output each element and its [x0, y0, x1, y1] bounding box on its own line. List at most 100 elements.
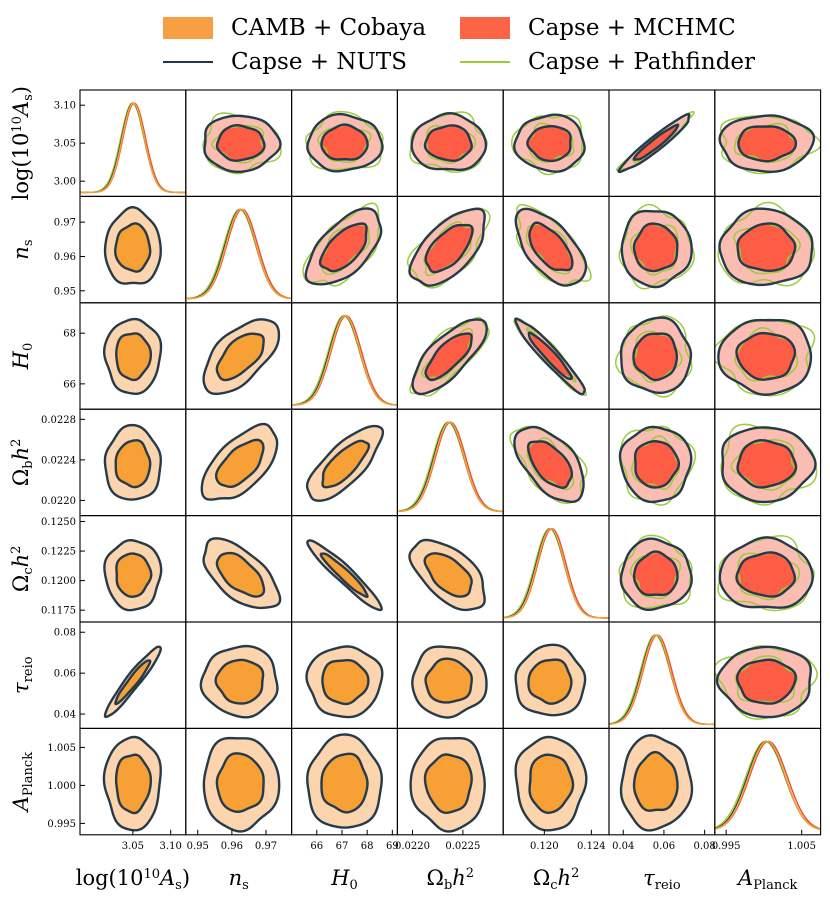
panel-ombh2-aplanck [409, 736, 486, 833]
panel-ombh2-ombh2 [397, 421, 504, 513]
y-tick-label: 0.0224 [41, 455, 76, 466]
panel-omch2-ombh2 [509, 425, 588, 504]
legend-label-capse-mchmc: Capse + MCHMC [528, 15, 736, 41]
contour-nuts-95 [200, 422, 279, 501]
contour-nuts-68 [115, 332, 153, 382]
y-tick-label: 0.04 [54, 710, 76, 721]
marginal-pathfinder-tau [609, 634, 715, 726]
y-tick-label: 66 [63, 379, 76, 390]
panel-frame [79, 89, 187, 197]
x-tick-label: 0.04 [612, 841, 634, 852]
contour-cobaya-68 [634, 752, 678, 811]
panel-aplanck-loga [718, 114, 821, 175]
contour-nuts-68 [528, 221, 574, 272]
panel-loga-ombh2 [103, 423, 162, 501]
contour-nuts-68 [424, 332, 473, 382]
contour-pathfinder-95 [509, 425, 588, 504]
panel-h0-aplanck [306, 733, 383, 829]
panel-loga-aplanck [102, 735, 162, 832]
contour-nuts-95 [618, 425, 693, 504]
contour-cobaya-68 [321, 753, 368, 813]
contour-nuts-95 [103, 423, 162, 501]
x-axis-label-ns: ns [229, 866, 249, 893]
contour-nuts-68 [214, 658, 265, 705]
x-tick-label: 1.005 [787, 841, 816, 852]
y-axis-label-h0: H0 [9, 343, 36, 371]
legend-label-camb-cobaya: CAMB + Cobaya [231, 15, 427, 41]
contour-mchmc-68 [320, 223, 367, 272]
panel-omch2-h0 [513, 317, 587, 397]
panel-h0-loga [304, 110, 384, 173]
marginal-nuts-omch2 [503, 527, 609, 619]
contour-cobaya-68 [528, 659, 572, 704]
contour-nuts-68 [214, 438, 265, 488]
panel-aplanck-omch2 [717, 535, 815, 612]
contour-nuts-95 [619, 537, 693, 612]
legend: CAMB + Cobaya Capse + MCHMC Capse + NUTS… [0, 0, 830, 80]
x-axis-label-loga: log(1010As) [76, 866, 190, 893]
contour-mchmc-68 [528, 332, 572, 379]
x-tick-label: 0.96 [221, 841, 243, 852]
contour-nuts-68 [320, 752, 369, 814]
contour-nuts-95 [514, 643, 587, 717]
contour-nuts-68 [735, 658, 797, 705]
contour-nuts-68 [736, 222, 797, 273]
panel-omch2-omch2 [503, 527, 610, 619]
panel-tau-aplanck [619, 734, 694, 832]
contour-nuts-68 [526, 125, 572, 163]
marginal-mchmc-omch2 [503, 527, 610, 619]
contour-nuts-95 [620, 209, 693, 289]
panel-loga-omch2 [103, 538, 163, 612]
x-tick-label: 66 [310, 841, 323, 852]
contour-nuts-68 [115, 552, 153, 598]
contour-cobaya-68 [116, 333, 151, 380]
y-tick-label: 0.96 [54, 252, 76, 263]
x-tick-label: 0.06 [653, 841, 675, 852]
y-tick-label: 3.05 [54, 139, 76, 150]
contour-nuts-95 [409, 736, 486, 833]
contour-pathfinder-68 [421, 327, 474, 380]
contour-nuts-95 [410, 112, 488, 172]
contour-nuts-68 [321, 658, 370, 706]
legend-patch-capse-mchmc [460, 17, 510, 39]
contour-mchmc-68 [634, 551, 678, 595]
contour-mchmc-68 [424, 125, 472, 161]
x-tick-label: 67 [336, 841, 349, 852]
contour-nuts-68 [114, 659, 152, 706]
marginal-cobaya-loga [80, 102, 186, 194]
marginal-pathfinder-ns [185, 208, 292, 300]
x-tick-label: 0.124 [577, 841, 606, 852]
marginal-pathfinder-omch2 [503, 527, 610, 619]
x-tick-label: 69 [386, 841, 399, 852]
marginal-nuts-loga [80, 102, 186, 194]
panel-tau-loga [615, 111, 695, 174]
marginal-cobaya-ombh2 [397, 421, 504, 513]
x-tick-label: 0.95 [187, 841, 209, 852]
contour-cobaya-68 [216, 753, 264, 812]
contour-nuts-95 [306, 539, 383, 612]
legend-item-camb-cobaya: CAMB + Cobaya [163, 15, 426, 41]
x-tick-label: 3.10 [160, 841, 182, 852]
panel-h0-h0 [291, 315, 398, 406]
x-axis-label-omch2: Ωch2 [533, 866, 580, 893]
panel-tau-ombh2 [618, 425, 697, 506]
marginal-cobaya-h0 [291, 315, 398, 406]
legend-patch-camb-cobaya [163, 17, 213, 39]
contour-nuts-68 [215, 551, 266, 598]
contour-nuts-95 [718, 207, 814, 287]
y-tick-label: 0.95 [54, 286, 76, 297]
panel-tau-tau [609, 634, 715, 726]
contour-nuts-95 [715, 645, 812, 719]
contour-nuts-95 [306, 112, 384, 173]
contour-nuts-68 [321, 439, 371, 489]
y-tick-label: 0.06 [54, 669, 76, 680]
y-tick-label: 3.00 [54, 177, 76, 188]
y-axis-label-tau: τreio [9, 656, 36, 694]
contour-cobaya-68 [529, 754, 574, 813]
legend-label-capse-nuts: Capse + NUTS [231, 49, 407, 75]
panel-tau-ns [618, 203, 695, 290]
contour-nuts-95 [718, 114, 816, 174]
contour-nuts-95 [411, 645, 488, 719]
contour-cobaya-68 [215, 659, 264, 704]
panel-omch2-loga [511, 113, 586, 176]
